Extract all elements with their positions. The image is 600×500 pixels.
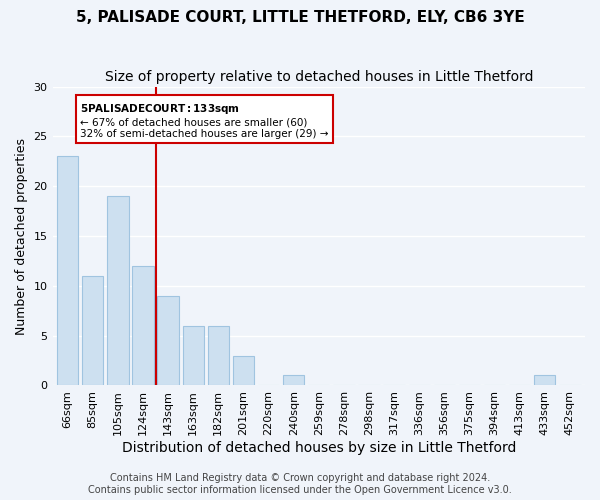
Bar bbox=[107, 196, 128, 386]
Bar bbox=[208, 326, 229, 386]
Text: Contains HM Land Registry data © Crown copyright and database right 2024.
Contai: Contains HM Land Registry data © Crown c… bbox=[88, 474, 512, 495]
Text: $\bf{5 PALISADE COURT: 133sqm}$
← 67% of detached houses are smaller (60)
32% of: $\bf{5 PALISADE COURT: 133sqm}$ ← 67% of… bbox=[80, 102, 329, 138]
Bar bbox=[82, 276, 103, 386]
Title: Size of property relative to detached houses in Little Thetford: Size of property relative to detached ho… bbox=[104, 70, 533, 84]
Bar bbox=[57, 156, 78, 386]
Bar bbox=[233, 356, 254, 386]
Y-axis label: Number of detached properties: Number of detached properties bbox=[15, 138, 28, 334]
Bar bbox=[283, 376, 304, 386]
Text: 5, PALISADE COURT, LITTLE THETFORD, ELY, CB6 3YE: 5, PALISADE COURT, LITTLE THETFORD, ELY,… bbox=[76, 10, 524, 25]
Bar bbox=[157, 296, 179, 386]
Bar bbox=[534, 376, 556, 386]
Bar bbox=[132, 266, 154, 386]
Bar bbox=[182, 326, 204, 386]
X-axis label: Distribution of detached houses by size in Little Thetford: Distribution of detached houses by size … bbox=[122, 441, 516, 455]
